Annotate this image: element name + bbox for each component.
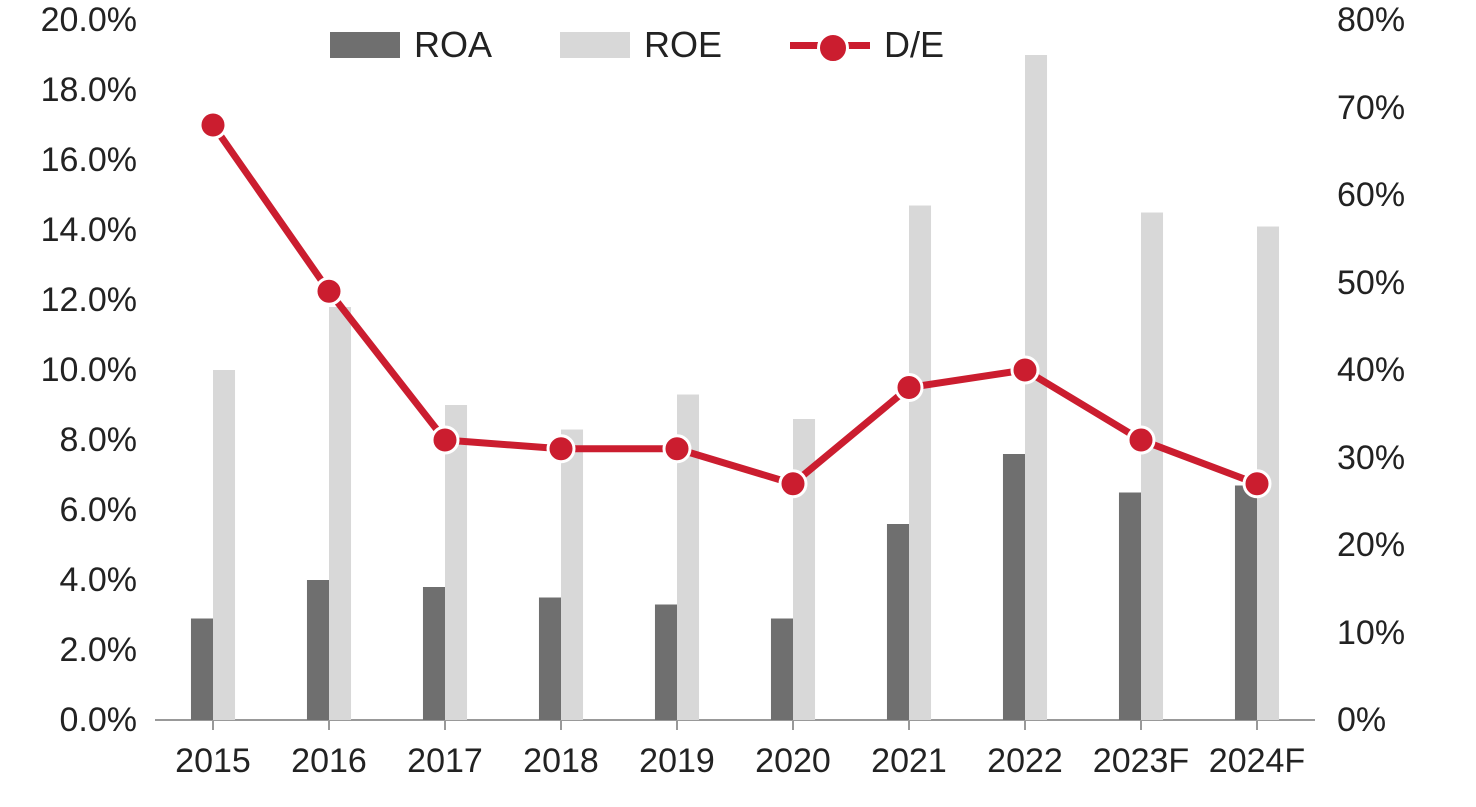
legend-label-roa: ROA	[414, 24, 492, 66]
x-axis-category-label: 2022	[987, 742, 1063, 781]
de-line	[213, 125, 1257, 484]
roe-bar	[213, 370, 235, 720]
legend-label-de: D/E	[884, 24, 944, 66]
roa-bar	[887, 524, 909, 720]
roe-bar	[1141, 213, 1163, 721]
x-axis-category-label: 2023F	[1093, 742, 1189, 781]
left-axis-tick-label: 10.0%	[41, 351, 137, 390]
right-axis-tick-label: 20%	[1337, 526, 1405, 565]
left-axis-tick-label: 4.0%	[60, 561, 138, 600]
legend-swatch-roe	[560, 32, 630, 58]
x-axis-category-label: 2015	[175, 742, 251, 781]
left-axis-tick-label: 2.0%	[60, 631, 138, 670]
left-axis-tick-label: 16.0%	[41, 141, 137, 180]
x-axis-category-label: 2024F	[1209, 742, 1305, 781]
roe-bar	[1025, 55, 1047, 720]
right-axis-tick-label: 50%	[1337, 264, 1405, 303]
left-axis-tick-label: 20.0%	[41, 1, 137, 40]
financial-metrics-chart: 0.0% 2.0% 4.0% 6.0% 8.0% 10.0% 12.0% 14.0% 16.0%…	[0, 0, 1476, 807]
right-axis-tick-label: 80%	[1337, 1, 1405, 40]
roa-bar	[1003, 454, 1025, 720]
roa-bar	[539, 598, 561, 721]
de-marker	[1244, 471, 1270, 497]
roa-bar	[655, 605, 677, 721]
roa-bar	[423, 587, 445, 720]
legend-swatch-roa	[330, 32, 400, 58]
x-axis-category-label: 2017	[407, 742, 483, 781]
roa-bar	[771, 619, 793, 721]
right-axis-tick-label: 0%	[1337, 701, 1386, 740]
left-axis-tick-label: 14.0%	[41, 211, 137, 250]
chart-canvas	[0, 0, 1476, 807]
left-axis-tick-label: 6.0%	[60, 491, 138, 530]
left-axis-tick-label: 8.0%	[60, 421, 138, 460]
right-axis-tick-label: 30%	[1337, 439, 1405, 478]
roe-bar	[561, 430, 583, 721]
roa-bar	[1235, 486, 1257, 721]
roa-bar	[1119, 493, 1141, 721]
roe-bar	[329, 307, 351, 720]
legend-label-roe: ROE	[644, 24, 722, 66]
left-axis-tick-label: 18.0%	[41, 71, 137, 110]
de-marker	[432, 427, 458, 453]
left-axis-tick-label: 0.0%	[60, 701, 138, 740]
roa-bar	[191, 619, 213, 721]
x-axis-category-label: 2021	[871, 742, 947, 781]
de-marker	[664, 436, 690, 462]
right-axis-tick-label: 60%	[1337, 176, 1405, 215]
right-axis-tick-label: 70%	[1337, 89, 1405, 128]
de-marker	[548, 436, 574, 462]
de-marker	[1012, 357, 1038, 383]
roe-bar	[909, 206, 931, 721]
de-marker	[1128, 427, 1154, 453]
de-marker	[316, 278, 342, 304]
x-axis-category-label: 2020	[755, 742, 831, 781]
right-axis-tick-label: 40%	[1337, 351, 1405, 390]
de-marker	[780, 471, 806, 497]
x-axis-category-label: 2018	[523, 742, 599, 781]
de-marker	[896, 375, 922, 401]
legend-marker-de	[817, 32, 849, 64]
x-axis-category-label: 2016	[291, 742, 367, 781]
left-axis-tick-label: 12.0%	[41, 281, 137, 320]
x-axis-category-label: 2019	[639, 742, 715, 781]
right-axis-tick-label: 10%	[1337, 614, 1405, 653]
roa-bar	[307, 580, 329, 720]
de-marker	[200, 112, 226, 138]
